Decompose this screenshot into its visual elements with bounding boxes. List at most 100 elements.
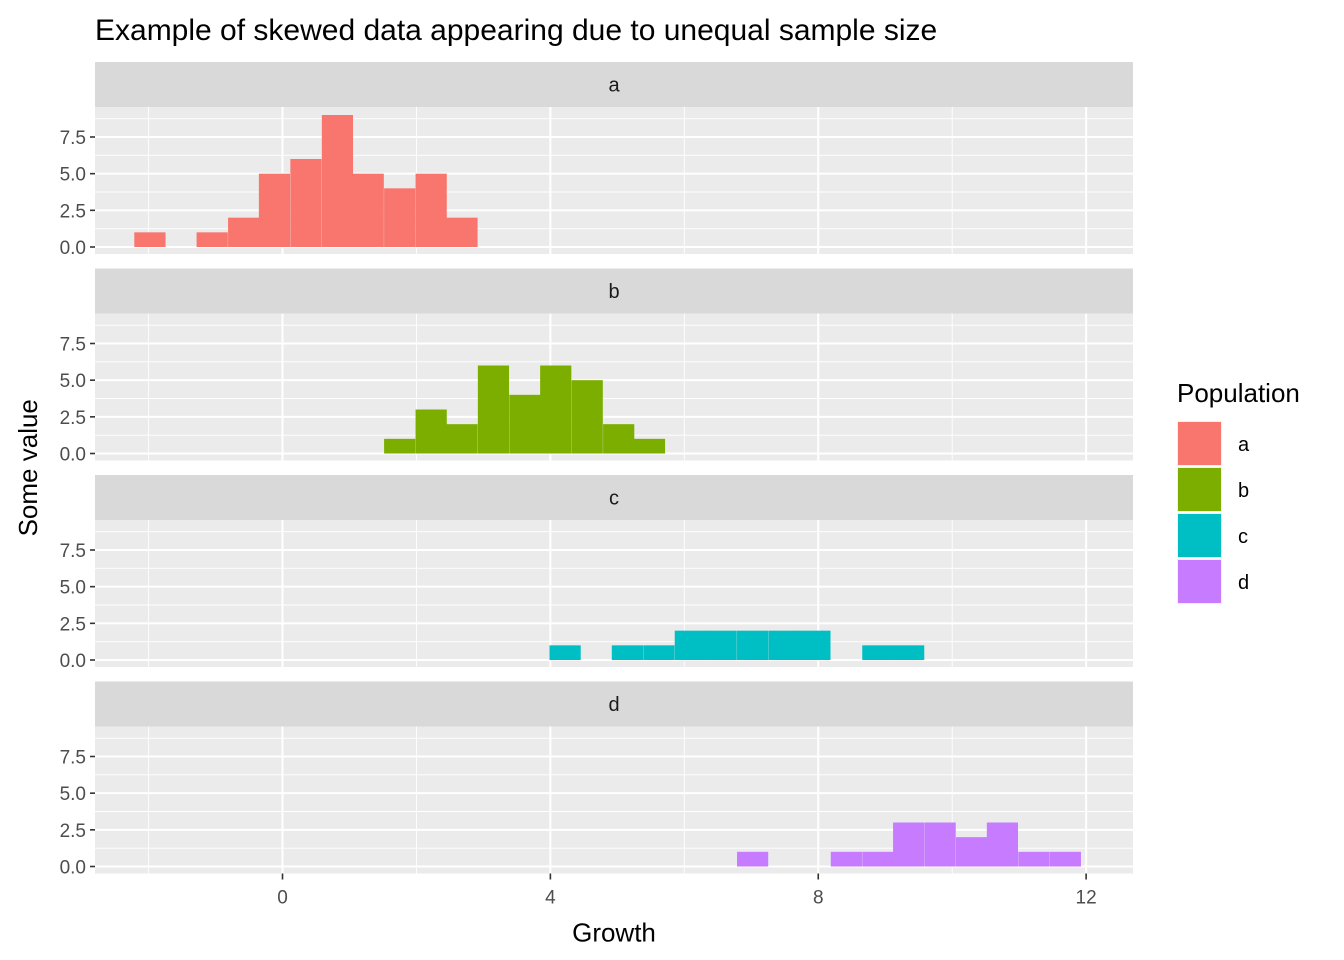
facet-strip-d bbox=[95, 681, 1133, 727]
legend-key-swatch bbox=[1178, 514, 1221, 557]
histogram-bar bbox=[549, 645, 581, 660]
y-tick-label: 2.5 bbox=[60, 408, 86, 429]
legend-item-d: d bbox=[1177, 559, 1249, 604]
histogram-bar bbox=[924, 822, 956, 867]
histogram-bar bbox=[352, 173, 384, 247]
y-tick-label: 2.5 bbox=[60, 201, 86, 222]
facet-strip-label: d bbox=[608, 694, 619, 716]
facet-strip-c bbox=[95, 475, 1133, 520]
histogram-bar bbox=[415, 409, 447, 454]
histogram-bar bbox=[603, 424, 635, 454]
y-tick-label: 7.5 bbox=[60, 748, 86, 769]
facet-panel-a: a 0.0 2.5 5.0 7.5 bbox=[60, 62, 1133, 259]
histogram-bar bbox=[768, 630, 800, 660]
y-tick-label: 5.0 bbox=[60, 578, 86, 599]
histogram-bar bbox=[384, 188, 416, 247]
legend-item-a: a bbox=[1177, 421, 1250, 466]
facet-strip-a bbox=[95, 62, 1133, 107]
y-axis-title: Some value bbox=[13, 399, 43, 536]
histogram-bar bbox=[290, 159, 322, 247]
y-tick-label: 2.5 bbox=[60, 821, 86, 842]
histogram-bar bbox=[228, 217, 260, 247]
histogram-bars bbox=[549, 630, 925, 660]
legend-label: c bbox=[1238, 526, 1248, 548]
histogram-bar bbox=[446, 424, 478, 454]
histogram-bar bbox=[477, 365, 510, 454]
y-tick-label: 7.5 bbox=[60, 128, 86, 149]
y-axis: 0.0 2.5 5.0 7.5 bbox=[60, 128, 95, 259]
histogram-bar bbox=[893, 645, 925, 660]
y-tick-label: 7.5 bbox=[60, 335, 86, 356]
facet-strip-label: c bbox=[609, 488, 619, 510]
histogram-bar bbox=[633, 438, 666, 454]
x-tick-label: 12 bbox=[1076, 888, 1097, 909]
legend-label: a bbox=[1238, 434, 1250, 456]
histogram-bar bbox=[1049, 851, 1081, 867]
y-axis: 0.0 2.5 5.0 7.5 bbox=[60, 748, 95, 879]
legend-item-b: b bbox=[1177, 467, 1249, 512]
histogram-bar bbox=[258, 173, 291, 247]
legend-title: Population bbox=[1177, 378, 1300, 408]
panel-background bbox=[95, 520, 1133, 667]
y-tick-label: 0.0 bbox=[60, 238, 86, 259]
histogram-bar bbox=[540, 365, 572, 454]
legend-item-c: c bbox=[1177, 513, 1248, 558]
histogram-bar bbox=[196, 232, 228, 247]
facet-panel-d: d 0.0 2.5 5.0 7.5 bbox=[60, 681, 1133, 879]
y-tick-label: 5.0 bbox=[60, 165, 86, 186]
y-tick-label: 5.0 bbox=[60, 371, 86, 392]
y-tick-label: 2.5 bbox=[60, 614, 86, 635]
histogram-bars bbox=[134, 115, 478, 247]
histogram-bar bbox=[830, 851, 862, 867]
y-tick-label: 0.0 bbox=[60, 651, 86, 672]
histogram-bar bbox=[415, 173, 447, 247]
legend-key-swatch bbox=[1178, 468, 1221, 511]
histogram-bar bbox=[134, 232, 166, 247]
legend-label: d bbox=[1238, 572, 1249, 594]
histogram-bar bbox=[956, 837, 988, 867]
histogram-bar bbox=[737, 630, 769, 660]
legend-key-swatch bbox=[1178, 560, 1221, 603]
facet-strip-label: a bbox=[608, 75, 620, 97]
legend-key-swatch bbox=[1178, 422, 1221, 465]
histogram-bar bbox=[384, 438, 416, 454]
histogram-bar bbox=[446, 217, 478, 247]
facet-panels: a0.02.55.07.5b0.02.55.07.5c0.02.55.07.5d… bbox=[60, 62, 1133, 879]
legend-label: b bbox=[1238, 480, 1249, 502]
histogram-bar bbox=[611, 645, 643, 660]
y-axis: 0.0 2.5 5.0 7.5 bbox=[60, 541, 95, 672]
gridlines bbox=[95, 726, 1133, 874]
facet-panel-c: c 0.0 2.5 5.0 7.5 bbox=[60, 475, 1133, 672]
histogram-bars bbox=[737, 822, 1081, 867]
facet-strip-label: b bbox=[608, 281, 619, 303]
x-tick-label: 0 bbox=[277, 888, 288, 909]
x-axis: 0 4 8 12 bbox=[277, 873, 1097, 909]
legend: Population a b c d bbox=[1177, 378, 1300, 604]
histogram-bar bbox=[705, 630, 737, 660]
facet-strip-b bbox=[95, 268, 1133, 314]
y-tick-label: 0.0 bbox=[60, 445, 86, 466]
histogram-bar bbox=[862, 645, 894, 660]
histogram-bar bbox=[674, 630, 706, 660]
y-tick-label: 0.0 bbox=[60, 858, 86, 879]
histogram-bar bbox=[737, 851, 769, 867]
facet-panel-b: b 0.0 2.5 5.0 7.5 bbox=[60, 268, 1133, 466]
x-tick-label: 8 bbox=[813, 888, 824, 909]
histogram-bar bbox=[571, 380, 603, 454]
histogram-bar bbox=[799, 630, 831, 660]
x-axis-title: Growth bbox=[572, 918, 656, 948]
histogram-bar bbox=[643, 645, 675, 660]
histogram-bar bbox=[509, 394, 541, 454]
histogram-bar bbox=[893, 822, 925, 867]
histogram-bars bbox=[384, 365, 666, 454]
y-tick-label: 7.5 bbox=[60, 541, 86, 562]
y-axis: 0.0 2.5 5.0 7.5 bbox=[60, 335, 95, 466]
histogram-bar bbox=[1018, 851, 1050, 867]
histogram-bar bbox=[986, 822, 1019, 867]
y-tick-label: 5.0 bbox=[60, 784, 86, 805]
histogram-bar bbox=[862, 851, 894, 867]
x-tick-label: 4 bbox=[545, 888, 556, 909]
chart-title: Example of skewed data appearing due to … bbox=[95, 14, 937, 47]
histogram-bar bbox=[321, 115, 354, 247]
